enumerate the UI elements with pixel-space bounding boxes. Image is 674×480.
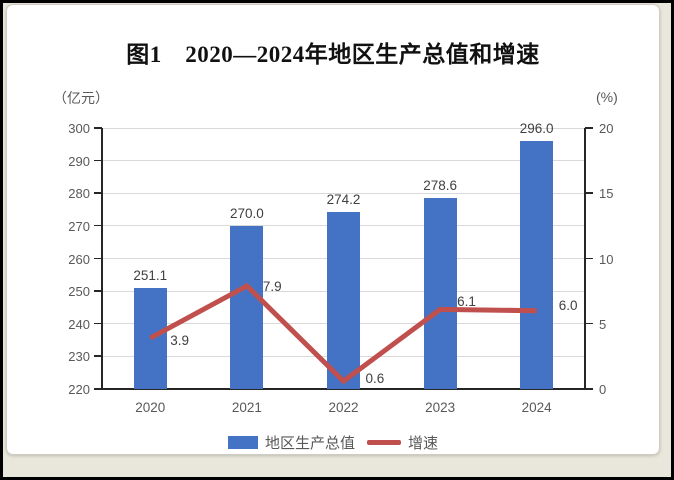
bar-value-label: 296.0 — [519, 121, 554, 137]
y-axis-right-tick-mark — [585, 322, 593, 325]
y-axis-left-tick-mark — [94, 355, 102, 357]
y-axis-left-tick-mark — [94, 388, 102, 390]
y-axis-left-tick-label: 240 — [68, 316, 90, 332]
y-axis-left-tick-mark — [94, 224, 102, 227]
x-axis-label: 2024 — [521, 400, 552, 415]
y-axis-left-tick-mark — [94, 127, 102, 129]
plot-area: 220 230 240 250 260 270 280 290 300 0 5 10 15 20 2020 2… — [7, 5, 659, 454]
x-axis-line — [101, 388, 586, 390]
bar-value-label: 251.1 — [133, 267, 168, 283]
bar — [423, 197, 457, 389]
line-point-label: 0.6 — [365, 371, 385, 387]
bar — [133, 287, 167, 389]
y-axis-left-tick-label: 230 — [68, 349, 90, 365]
legend-line-label: 增速 — [408, 435, 439, 452]
legend-bar-label: 地区生产总值 — [264, 435, 355, 452]
chart-legend: 地区生产总值 增速 — [7, 432, 659, 453]
bar — [327, 212, 360, 389]
line-point-label: 6.0 — [558, 297, 578, 313]
y-axis-right-tick-mark — [585, 388, 593, 390]
y-axis-left-tick-mark — [94, 322, 102, 325]
legend-line-swatch-icon — [367, 440, 401, 445]
y-axis-right-tick-mark — [585, 192, 593, 194]
y-axis-right-line — [584, 128, 586, 390]
y-axis-left-tick-mark — [94, 290, 102, 292]
gridline — [102, 192, 585, 194]
y-axis-right-tick-mark — [585, 257, 593, 259]
y-axis-left-line — [101, 128, 103, 390]
y-axis-left-tick-label: 290 — [68, 153, 90, 169]
chart-card: 图1 2020—2024年地区生产总值和增速 （亿元） (%) 220 230 24… — [6, 4, 660, 455]
y-axis-right-tick-label: 15 — [599, 186, 614, 202]
bar-value-label: 270.0 — [229, 205, 264, 221]
y-axis-left-tick-label: 300 — [68, 121, 90, 136]
y-axis-left-tick-label: 280 — [68, 186, 90, 202]
right-axis-unit-label: (%) — [596, 89, 618, 105]
y-axis-right-tick-label: 20 — [599, 121, 614, 136]
line-point-label: 6.1 — [457, 294, 476, 310]
chart-title: 图1 2020—2024年地区生产总值和增速 — [126, 42, 540, 67]
y-axis-left-tick-mark — [94, 192, 102, 194]
y-axis-left-tick-mark — [94, 257, 102, 259]
y-axis-left-tick-label: 220 — [68, 382, 90, 397]
bar — [520, 141, 554, 389]
y-axis-right-tick-label: 5 — [599, 316, 607, 332]
y-axis-right-tick-label: 10 — [599, 251, 614, 267]
line-point-label: 3.9 — [170, 333, 190, 349]
y-axis-left-tick-label: 260 — [68, 251, 90, 267]
line-point-label: 7.9 — [262, 278, 282, 294]
x-axis-label: 2022 — [328, 400, 359, 415]
left-axis-unit-label: （亿元） — [53, 90, 109, 106]
y-axis-left-tick-label: 270 — [68, 218, 90, 234]
legend-bar-swatch-icon — [227, 436, 258, 449]
y-axis-left-tick-label: 250 — [68, 284, 90, 300]
gridline — [102, 127, 585, 129]
y-axis-left-tick-mark — [94, 159, 102, 162]
y-axis-right-tick-mark — [585, 127, 593, 129]
x-axis-label: 2023 — [425, 400, 456, 415]
x-axis-label: 2021 — [231, 400, 262, 415]
gridline — [102, 160, 585, 162]
x-axis-label: 2020 — [135, 400, 166, 415]
bar-value-label: 274.2 — [326, 192, 361, 208]
bar — [230, 225, 264, 389]
y-axis-right-tick-label: 0 — [599, 382, 607, 397]
bar-value-label: 278.6 — [423, 177, 457, 193]
